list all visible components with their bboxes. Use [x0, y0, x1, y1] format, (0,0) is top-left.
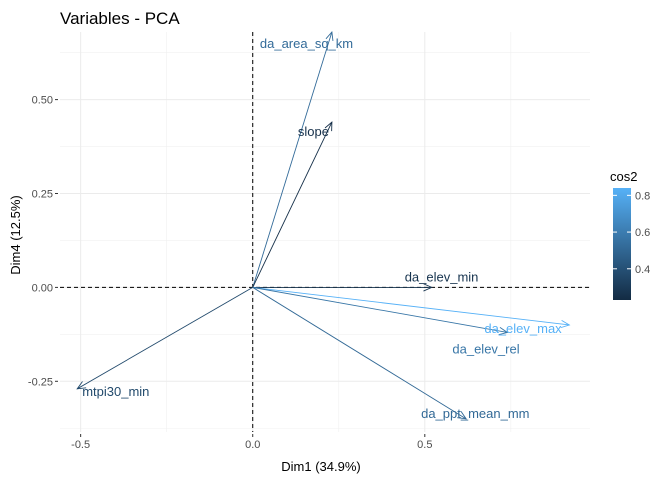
arrow-head: [423, 283, 433, 292]
x-axis-ticks: -0.5 0.0 0.5: [71, 434, 432, 451]
y-axis-ticks: -0.25 0.00 0.25 0.50: [28, 95, 58, 388]
legend-tick-label: 0.8: [635, 190, 650, 202]
x-tick-label: 0.0: [245, 439, 260, 451]
legend: cos2 0.4 0.6 0.8: [610, 169, 650, 300]
arrow-shaft: [252, 287, 467, 420]
arrow-da_elev_max: [252, 286, 571, 329]
y-tick-label: -0.25: [28, 376, 53, 388]
arrow-head: [498, 327, 509, 336]
arrow-shaft: [252, 286, 570, 326]
arrow-da_ppt_mean_mm: [252, 287, 468, 420]
x-tick-label: -0.5: [71, 439, 90, 451]
legend-tick-label: 0.6: [635, 227, 650, 239]
arrow-da_elev_min: [252, 283, 433, 292]
legend-title: cos2: [610, 169, 637, 184]
grid: [60, 32, 590, 432]
x-tick-label: 0.5: [417, 439, 432, 451]
arrow-da_elev_rel: [252, 286, 509, 336]
arrow-head: [560, 319, 571, 329]
arrow-shaft: [76, 287, 253, 390]
variable-label: da_ppt_mean_mm: [421, 406, 529, 421]
arrow-shaft: [252, 121, 333, 288]
arrow-da_area_sq_km: [252, 30, 334, 288]
arrow-head: [325, 30, 334, 41]
chart-title: Variables - PCA: [60, 9, 180, 28]
legend-color-bar: [613, 188, 631, 300]
variable-label: da_elev_min: [405, 269, 479, 284]
legend-tick-label: 0.4: [635, 264, 650, 276]
variable-label: slope: [298, 124, 329, 139]
arrow-shaft: [252, 31, 333, 288]
variable-label: da_elev_rel: [452, 341, 519, 356]
variable-label: mtpi30_min: [82, 384, 149, 399]
arrow-shaft: [252, 286, 508, 333]
arrow-mtpi30_min: [76, 287, 253, 390]
arrow-head: [76, 381, 87, 390]
variable-label: da_elev_max: [484, 321, 562, 336]
arrow-slope: [252, 121, 333, 288]
x-axis-title: Dim1 (34.9%): [281, 459, 360, 474]
arrow-head: [457, 411, 468, 420]
variable-arrows: [76, 30, 571, 420]
y-tick-label: 0.50: [32, 95, 53, 107]
reference-lines: [60, 32, 590, 432]
y-axis-title: Dim4 (12.5%): [8, 195, 23, 274]
y-tick-label: 0.00: [32, 282, 53, 294]
variable-label: da_area_sq_km: [260, 36, 353, 51]
y-tick-label: 0.25: [32, 189, 53, 201]
arrow-head: [324, 121, 333, 132]
